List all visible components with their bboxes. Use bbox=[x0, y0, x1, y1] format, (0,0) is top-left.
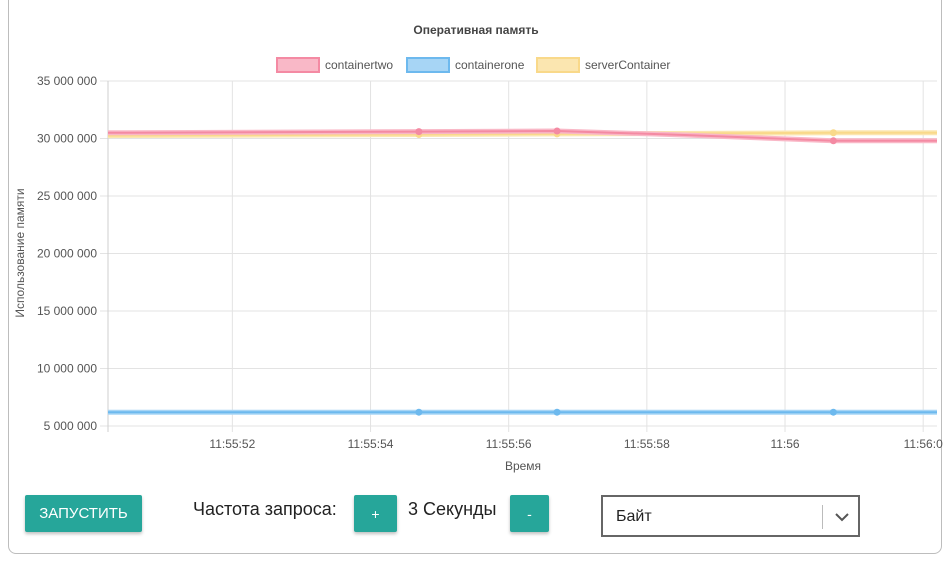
y-tick-label: 35 000 000 bbox=[37, 74, 97, 88]
y-axis: 35 000 000 30 000 000 25 000 000 20 000 000… bbox=[37, 74, 97, 433]
y-axis-label: Использование памяти bbox=[13, 188, 27, 317]
select-divider bbox=[822, 505, 823, 529]
data-point-containerone bbox=[553, 408, 561, 416]
data-point-containerone bbox=[829, 408, 837, 416]
x-tick-label: 11:55:52 bbox=[209, 437, 255, 451]
chart-grid bbox=[100, 80, 937, 432]
series-line-containertwo bbox=[107, 130, 937, 142]
data-point-containertwo bbox=[553, 127, 561, 135]
decrease-frequency-button[interactable]: - bbox=[510, 495, 549, 532]
legend-label-containerone: containerone bbox=[455, 58, 525, 72]
data-point-containerone bbox=[415, 408, 423, 416]
legend-label-serverContainer: serverContainer bbox=[585, 58, 670, 72]
chart-legend: containertwo containerone serverContainer bbox=[276, 57, 670, 73]
y-tick-label: 10 000 000 bbox=[37, 362, 97, 376]
memory-usage-chart: Оперативная память containertwo container… bbox=[13, 23, 943, 473]
x-tick-label: 11:56:0 bbox=[904, 437, 943, 451]
y-tick-label: 25 000 000 bbox=[37, 189, 97, 203]
chevron-down-icon[interactable] bbox=[833, 508, 851, 526]
x-axis-label: Время bbox=[505, 459, 541, 473]
data-point-containertwo bbox=[829, 137, 837, 145]
legend-label-containertwo: containertwo bbox=[325, 58, 393, 72]
x-tick-label: 11:55:56 bbox=[486, 437, 532, 451]
interval-value: 3 Секунды bbox=[408, 499, 497, 519]
increase-frequency-button[interactable]: + bbox=[354, 495, 397, 532]
x-tick-label: 11:56 bbox=[770, 437, 799, 451]
memory-card bbox=[8, 0, 942, 554]
unit-select-value: Байт bbox=[616, 508, 652, 525]
y-tick-label: 30 000 000 bbox=[37, 132, 97, 146]
chart-series bbox=[107, 127, 937, 416]
start-button[interactable]: ЗАПУСТИТЬ bbox=[25, 495, 142, 532]
frequency-label: Частота запроса: bbox=[193, 499, 337, 519]
y-tick-label: 15 000 000 bbox=[37, 304, 97, 318]
legend-swatch-containertwo bbox=[276, 57, 320, 73]
y-tick-label: 20 000 000 bbox=[37, 247, 97, 261]
legend-swatch-serverContainer bbox=[536, 57, 580, 73]
unit-select[interactable]: Байт bbox=[601, 495, 860, 537]
legend-swatch-containerone bbox=[406, 57, 450, 73]
x-tick-label: 11:55:54 bbox=[348, 437, 394, 451]
chart-title: Оперативная память bbox=[413, 23, 538, 37]
data-point-serverContainer bbox=[829, 129, 837, 137]
y-tick-label: 5 000 000 bbox=[44, 419, 98, 433]
x-tick-label: 11:55:58 bbox=[624, 437, 670, 451]
x-axis: 11:55:52 11:55:54 11:55:56 11:55:58 11:56 11:… bbox=[209, 437, 943, 451]
data-point-containertwo bbox=[415, 128, 423, 136]
